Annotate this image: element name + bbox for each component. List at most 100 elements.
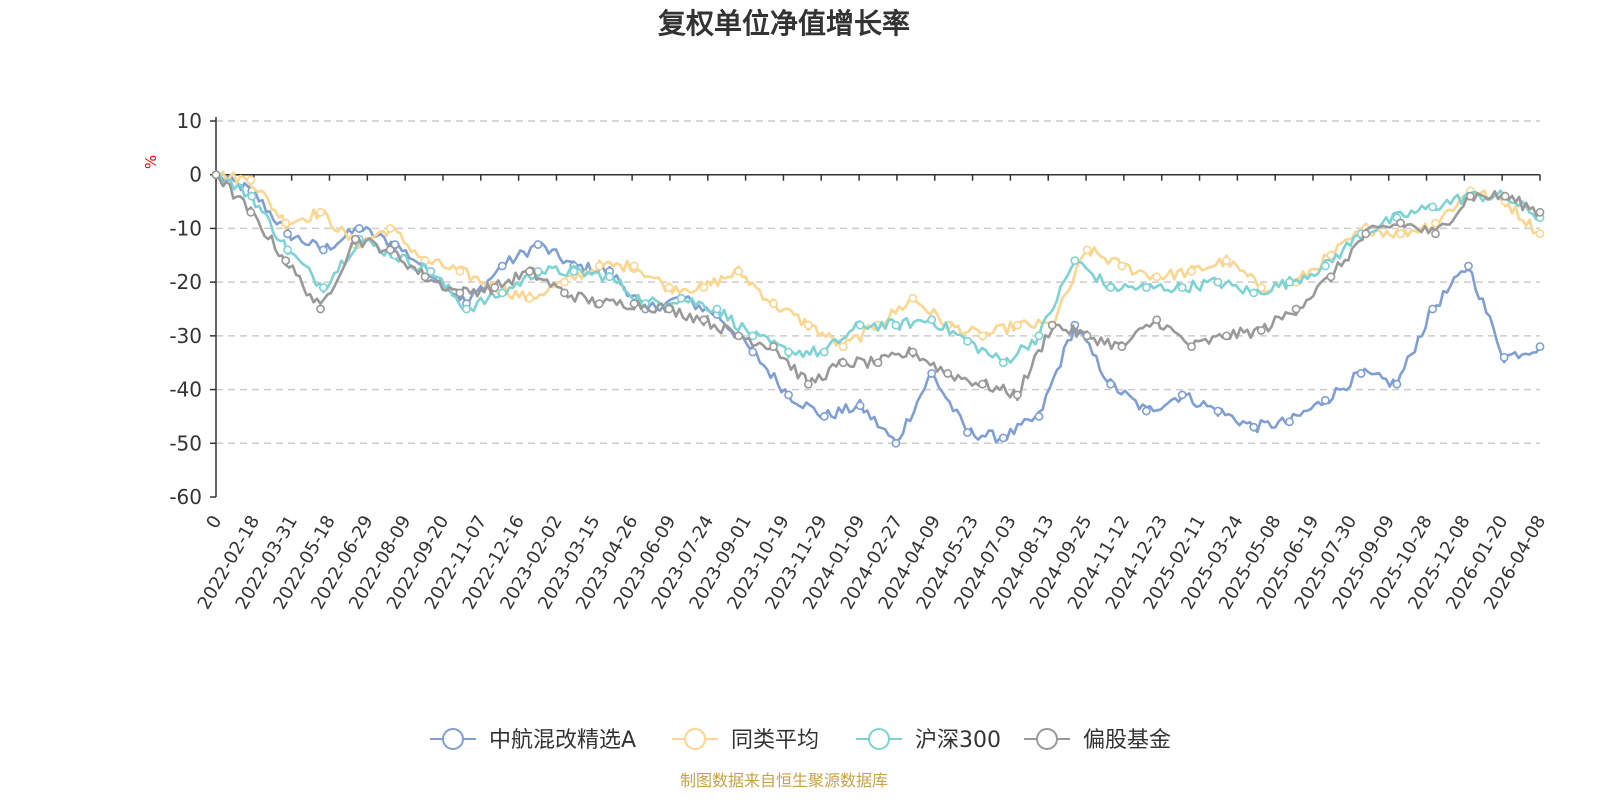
series-point: [594, 299, 604, 309]
series-point: [978, 331, 987, 341]
series-point: [497, 288, 507, 298]
legend-item-3[interactable]: 沪深300: [856, 728, 1001, 753]
series-point: [1082, 245, 1092, 255]
y-tick-label: -60: [169, 485, 202, 509]
y-tick-label: -30: [169, 324, 202, 348]
series-point: [1249, 288, 1259, 298]
series-point: [748, 347, 758, 357]
series-1: [211, 170, 1545, 448]
legend-item-1[interactable]: 中航混改精选A: [430, 728, 636, 753]
series-point: [1141, 406, 1151, 416]
series-point: [1106, 283, 1115, 292]
series-point: [927, 369, 937, 378]
series-point: [1392, 379, 1402, 389]
series-point: [803, 379, 813, 389]
series-point: [316, 304, 325, 314]
series-point: [316, 207, 325, 217]
series-point: [569, 266, 579, 276]
series-point: [497, 261, 507, 271]
series-point: [525, 266, 534, 276]
series-point: [525, 293, 534, 303]
series-point: [1535, 342, 1545, 351]
series-point: [1320, 395, 1330, 405]
series-point: [629, 261, 639, 271]
series-point: [318, 283, 328, 292]
series-point: [247, 191, 257, 201]
series-point: [1222, 256, 1231, 266]
series-point: [350, 234, 360, 244]
y-axis-unit-label: %: [142, 155, 160, 169]
series-point: [998, 433, 1008, 443]
series-point: [1034, 331, 1044, 341]
series-point: [1535, 229, 1545, 239]
legend-label: 同类平均: [731, 728, 819, 753]
series-point: [1291, 304, 1301, 314]
source-note: 制图数据来自恒生聚源数据库: [680, 771, 888, 790]
y-tick-label: -20: [169, 270, 202, 294]
series-point: [283, 229, 292, 239]
legend[interactable]: 中航混改精选A 同类平均 沪深300 偏股基金: [430, 728, 1171, 753]
legend-marker-icon: [442, 728, 464, 750]
series-point: [462, 304, 471, 314]
series-point: [1047, 320, 1057, 330]
legend-label: 中航混改精选A: [489, 728, 636, 753]
series-group: [211, 170, 1545, 448]
series-point: [533, 240, 543, 249]
series-point: [281, 256, 291, 266]
series-4: [211, 170, 1545, 402]
series-point: [426, 266, 436, 276]
series-point: [281, 218, 291, 228]
series-point: [1012, 320, 1022, 330]
legend-item-4[interactable]: 偏股基金: [1024, 728, 1171, 753]
series-point: [712, 304, 722, 314]
y-tick-label: 10: [177, 109, 202, 133]
series-point: [1431, 229, 1440, 239]
series-point: [891, 438, 901, 448]
legend-marker-icon: [1036, 728, 1058, 750]
y-tick-label: -40: [169, 378, 202, 402]
series-point: [455, 266, 465, 276]
series-point: [594, 261, 604, 271]
series-point: [560, 288, 569, 298]
series-line: [216, 173, 1541, 365]
series-line: [215, 173, 1542, 444]
series-point: [283, 245, 292, 255]
series-point: [318, 245, 328, 255]
series-point: [819, 412, 829, 421]
series-point: [420, 272, 430, 282]
series-point: [385, 224, 395, 233]
series-point: [560, 277, 569, 287]
x-tick-label: 0: [202, 512, 226, 532]
series-point: [211, 170, 221, 180]
legend-item-2[interactable]: 同类平均: [672, 728, 819, 753]
series-point: [1213, 277, 1223, 287]
series-point: [490, 283, 500, 292]
series-point: [1356, 369, 1366, 378]
series-point: [784, 390, 793, 400]
legend-label: 沪深300: [915, 728, 1001, 753]
series-point: [838, 358, 848, 368]
series-point: [963, 428, 972, 437]
series-point: [455, 288, 465, 298]
series-point: [1361, 229, 1371, 239]
legend-marker-icon: [868, 728, 890, 750]
series-point: [1177, 283, 1187, 292]
series-point: [978, 379, 987, 389]
series-point: [1428, 202, 1438, 212]
series-point: [734, 331, 744, 341]
series-point: [1499, 352, 1509, 362]
series-point: [699, 315, 709, 325]
series-point: [1431, 218, 1440, 228]
series-point: [1428, 304, 1438, 314]
y-tick-label: -50: [169, 431, 202, 455]
series-point: [1177, 390, 1187, 400]
series-point: [1256, 326, 1266, 335]
series-point: [943, 369, 953, 378]
series-point: [1249, 422, 1259, 432]
series-point: [803, 320, 813, 330]
series-point: [1213, 406, 1223, 416]
series-point: [1256, 283, 1266, 292]
series-point: [629, 299, 639, 309]
series-point: [1535, 207, 1545, 217]
